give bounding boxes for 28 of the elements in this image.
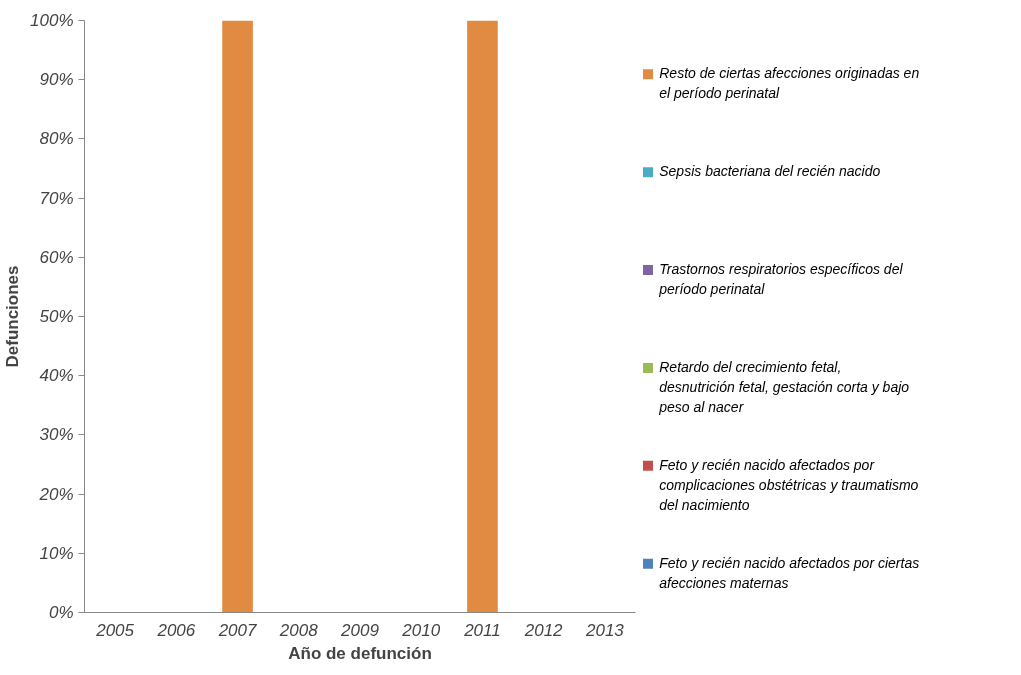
x-tick-label: 2009 xyxy=(340,620,380,640)
y-tick-label: 100% xyxy=(30,11,74,30)
legend-label: Sepsis bacteriana del recién nacido xyxy=(659,163,881,180)
legend-label: Feto y recién nacido afectados por ciertas afecciones maternas xyxy=(659,554,920,591)
x-tick-label: 2007 xyxy=(217,620,258,640)
y-axis-title: Defunciones xyxy=(3,265,23,368)
legend-label: Retardo del crecimiento fetal, desnutrición fetal, gestación corta y bajo peso al nacer xyxy=(658,358,910,415)
x-tick-label: 2013 xyxy=(584,620,625,640)
y-tick-label: 50% xyxy=(39,307,74,326)
legend-label: Feto y recién nacido afectados por complicaciones obstétricas y traumatismo del nacimiento xyxy=(659,456,919,513)
y-tick-label: 40% xyxy=(39,366,74,386)
y-tick-label: 90% xyxy=(39,70,74,90)
x-tick-label: 2010 xyxy=(401,620,441,640)
legend-label: Resto de ciertas afecciones originadas en el período perinatal xyxy=(659,65,920,102)
y-tick-label: 30% xyxy=(39,425,74,445)
y-tick-label: 20% xyxy=(38,484,74,504)
y-tick-label: 80% xyxy=(39,129,74,149)
y-tick-label: 70% xyxy=(39,188,74,208)
y-tick-label: 60% xyxy=(39,247,74,267)
x-tick-label: 2012 xyxy=(523,620,564,640)
y-tick-label: 10% xyxy=(39,543,74,563)
x-tick-label: 2011 xyxy=(463,620,501,640)
legend-label: Trastornos respiratorios específicos del período perinatal xyxy=(658,261,904,298)
x-tick-label: 2006 xyxy=(156,620,196,640)
y-tick-label: 0% xyxy=(48,603,74,622)
x-tick-label: 2008 xyxy=(278,620,319,640)
x-axis-title: Año de defunción xyxy=(288,643,432,663)
x-tick-label: 2005 xyxy=(95,620,135,640)
